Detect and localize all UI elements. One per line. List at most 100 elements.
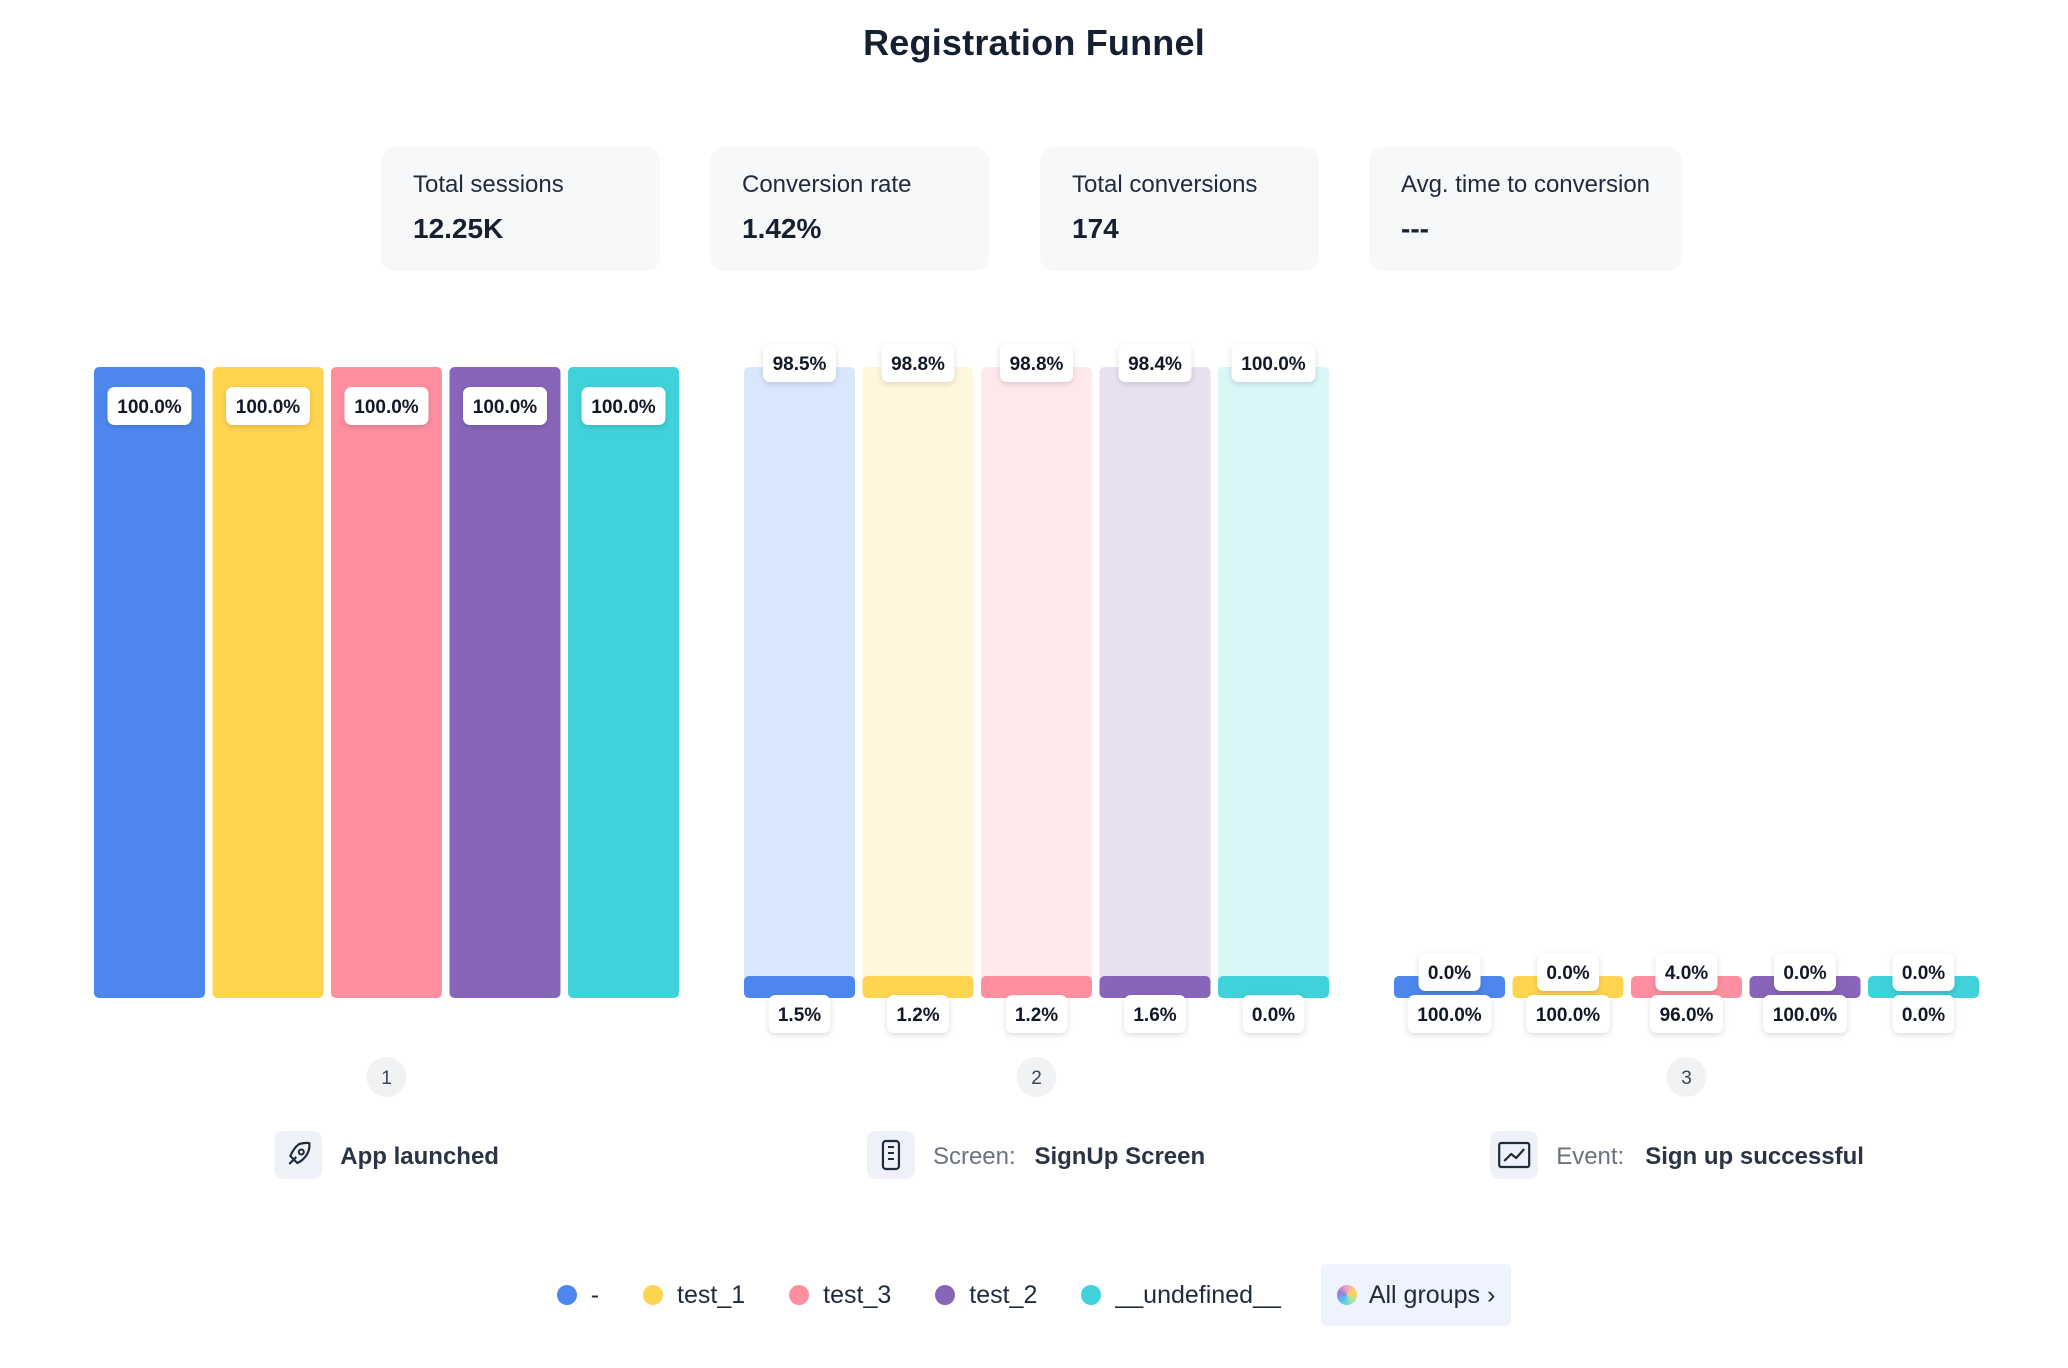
- chart-title: Registration Funnel: [863, 22, 1205, 63]
- legend-item[interactable]: test_2: [935, 1281, 1037, 1310]
- legend-item[interactable]: test_3: [789, 1281, 891, 1310]
- dropoff-bar: [1099, 367, 1211, 998]
- dropoff-label: 0.0%: [1892, 953, 1955, 991]
- step-prefix: Screen:: [933, 1143, 1016, 1170]
- label-background: [881, 344, 955, 382]
- legend-item[interactable]: __undefined__: [1081, 1280, 1281, 1310]
- dropoff-bar: [981, 367, 1092, 998]
- all-groups-label: All groups ›: [1368, 1280, 1496, 1309]
- legend-dot-icon: [556, 1285, 577, 1305]
- conversion-label: 1.2%: [887, 995, 949, 1033]
- stat-value: 12.25K: [413, 213, 504, 244]
- conversion-label: 100.0%: [344, 387, 429, 425]
- conversion-label: 100.0%: [1407, 995, 1492, 1033]
- step-number: 2: [1031, 1068, 1042, 1089]
- label-background: [1650, 995, 1723, 1033]
- bar-value-label: 0.0%: [1428, 963, 1471, 984]
- stat-label: Avg. time to conversion: [1401, 171, 1651, 198]
- bar-value-label: 100.0%: [236, 397, 301, 418]
- label-background: [1231, 344, 1316, 382]
- step-prefix: Event:: [1556, 1143, 1624, 1170]
- label-background: [107, 387, 192, 425]
- bar-value-label: 100.0%: [473, 397, 538, 418]
- conversion-bar: [568, 367, 679, 998]
- legend-label: __undefined__: [1115, 1280, 1281, 1309]
- bar-value-label: 0.0%: [1252, 1005, 1295, 1026]
- conversion-bar: [1099, 976, 1211, 998]
- chart-line: [1503, 1148, 1526, 1162]
- dropoff-label: 4.0%: [1655, 953, 1718, 991]
- conversion-label: 1.5%: [768, 995, 831, 1033]
- line-chart-icon: [1490, 1131, 1539, 1179]
- label-background: [1118, 344, 1192, 382]
- dropoff-label: 98.8%: [1000, 344, 1073, 382]
- conversion-bar: [744, 976, 855, 998]
- stat-card-conversion-rate: Conversion rate 1.42%: [710, 147, 989, 271]
- conversion-label: 100.0%: [1526, 995, 1610, 1033]
- legend-label: test_1: [677, 1280, 746, 1309]
- step-number: 3: [1681, 1068, 1692, 1089]
- label-background: [1526, 995, 1610, 1033]
- label-background: [887, 995, 949, 1033]
- bar-value-label: 1.2%: [1015, 1005, 1058, 1026]
- stat-value: 1.42%: [742, 213, 822, 244]
- bar-value-label: 1.2%: [896, 1005, 939, 1026]
- step-number-badge: [366, 1057, 407, 1097]
- bar-value-label: 98.8%: [1010, 354, 1064, 375]
- conversion-bar: [981, 976, 1092, 998]
- label-background: [226, 387, 310, 425]
- bar-value-label: 1.6%: [1133, 1005, 1176, 1026]
- step-number-badge: [1016, 1057, 1057, 1097]
- bar-value-label: 0.0%: [1902, 1005, 1945, 1026]
- bar-value-label: 0.0%: [1902, 963, 1945, 984]
- legend-dot-icon: [643, 1285, 664, 1305]
- label-background: [1774, 953, 1836, 991]
- dropoff-bar: [744, 367, 855, 998]
- dropoff-bar: [862, 367, 974, 998]
- conversion-label: 100.0%: [581, 387, 666, 425]
- bar-value-label: 96.0%: [1660, 1005, 1714, 1026]
- dropoff-label: 98.8%: [881, 344, 955, 382]
- bar-value-label: 4.0%: [1665, 963, 1708, 984]
- mobile-screen-icon: [866, 1131, 915, 1179]
- rocket-shape: [288, 1141, 311, 1165]
- icon-background: [274, 1131, 323, 1179]
- legend-item[interactable]: test_1: [643, 1281, 745, 1310]
- stat-value: 174: [1072, 213, 1119, 244]
- conversion-label: 100.0%: [107, 387, 192, 425]
- label-background: [768, 995, 831, 1033]
- conversion-bar: [1218, 976, 1329, 998]
- label-background: [463, 387, 547, 425]
- conversion-label: 1.6%: [1124, 995, 1186, 1033]
- stat-card-total-conversions: Total conversions 174: [1040, 147, 1319, 271]
- legend-label: -: [590, 1280, 600, 1309]
- conversion-bar: [212, 367, 324, 998]
- conversion-label: 1.2%: [1005, 995, 1068, 1033]
- stat-card-avg-time: Avg. time to conversion ---: [1369, 147, 1682, 271]
- conversion-bar: [331, 367, 442, 998]
- step-number-badge: [1666, 1057, 1707, 1097]
- legend-dot-icon: [935, 1285, 956, 1305]
- bar-value-label: 100.0%: [354, 397, 419, 418]
- conversion-label: 0.0%: [1242, 995, 1305, 1033]
- dropoff-label: 98.4%: [1118, 344, 1192, 382]
- bar-value-label: 100.0%: [117, 397, 182, 418]
- conversion-label: 100.0%: [226, 387, 310, 425]
- dropoff-label: 98.5%: [763, 344, 836, 382]
- icon-background: [866, 1131, 915, 1179]
- funnel-chart: 100.0% 100.0% 100.0% 100.0% 100.0% 1 App launc…: [94, 344, 1979, 1179]
- bar-value-label: 98.8%: [891, 354, 945, 375]
- stat-label: Conversion rate: [742, 171, 912, 198]
- legend-dot-icon: [789, 1285, 810, 1305]
- conversion-bar: [862, 976, 974, 998]
- label-background: [1242, 995, 1305, 1033]
- stat-card-total-sessions: Total sessions 12.25K: [381, 147, 660, 271]
- bar-value-label: 1.5%: [778, 1005, 821, 1026]
- bar-value-label: 98.4%: [1128, 354, 1182, 375]
- label-background: [1124, 995, 1186, 1033]
- bar-value-label: 98.5%: [773, 354, 827, 375]
- label-background: [1892, 995, 1955, 1033]
- all-groups-button[interactable]: All groups ›: [1320, 1264, 1512, 1326]
- rocket-window: [297, 1148, 305, 1156]
- legend-item[interactable]: -: [556, 1280, 600, 1310]
